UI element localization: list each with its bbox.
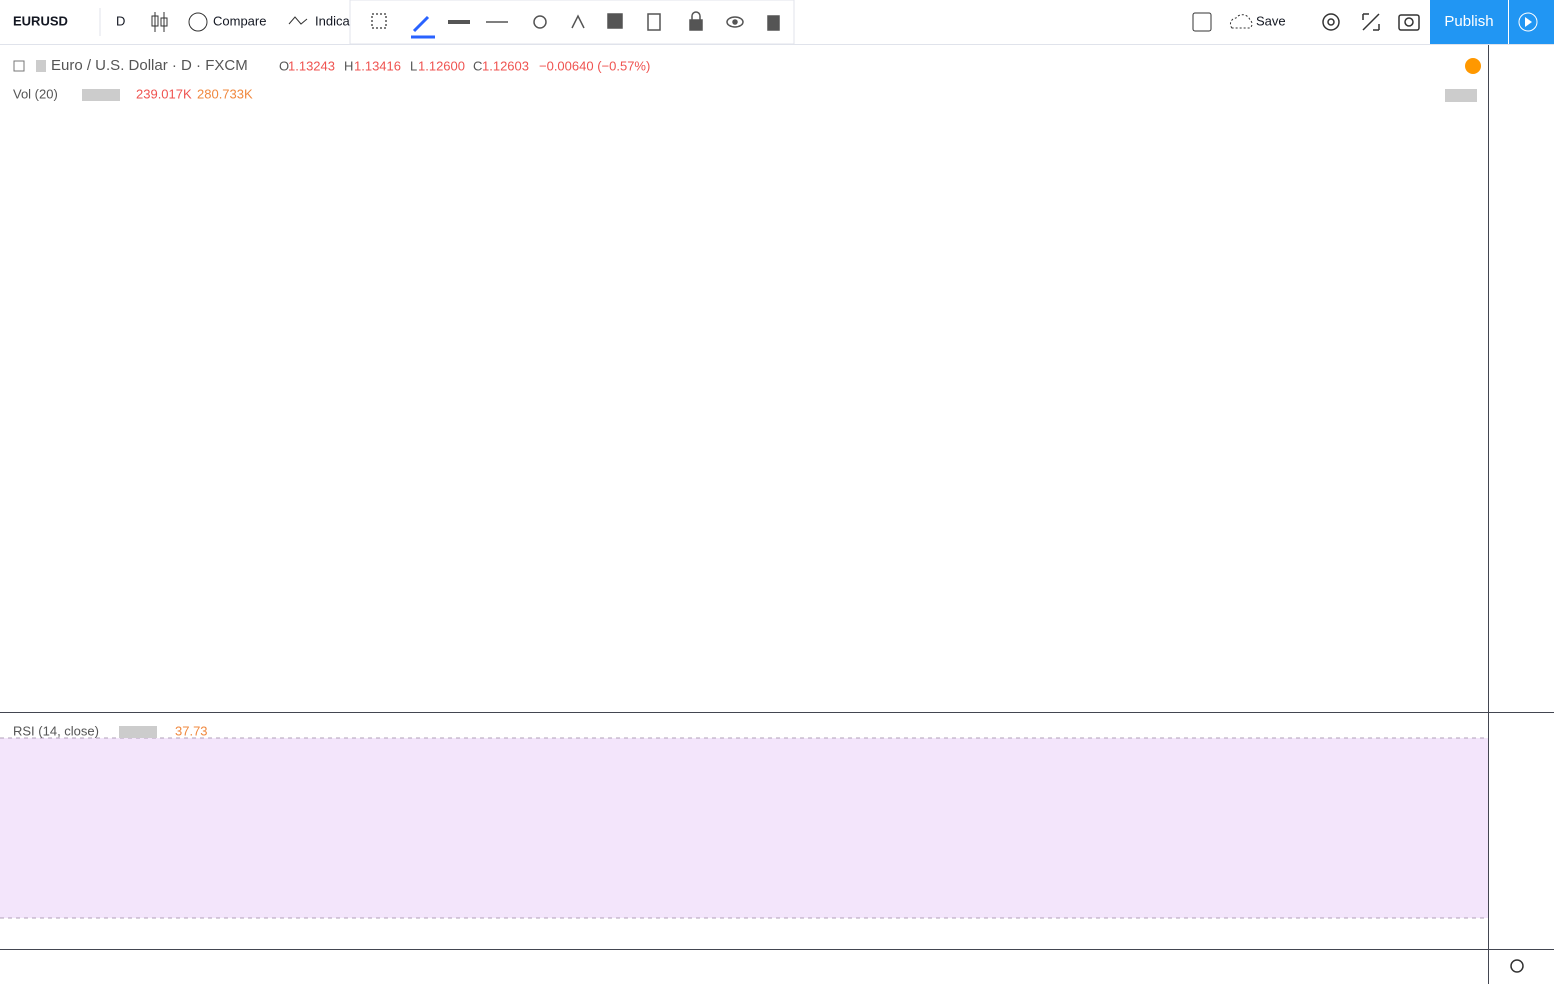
volume-ma: 280.733K [197,86,253,101]
right-tools[interactable] [1322,13,1420,31]
rsi-readout: 37.73 [175,723,208,738]
publish-button[interactable]: Publish [1444,13,1493,30]
layout-button[interactable] [1192,12,1212,32]
compare-button[interactable]: Compare [213,13,266,28]
change-value: −0.00640 (−0.57%) [539,58,650,73]
chart-style-button[interactable] [151,12,168,32]
symbol-icon [36,60,46,72]
play-icon [1518,12,1538,32]
rsi-controls[interactable] [119,726,157,738]
compare-icon [188,12,208,32]
drawing-tools[interactable] [371,11,780,39]
publish-button-bg[interactable] [1430,0,1508,44]
low-label: L [410,58,417,73]
volume-controls[interactable] [82,89,120,101]
low-value: 1.12600 [418,58,465,73]
rsi-band [0,738,1488,918]
high-value: 1.13416 [354,58,401,73]
rsi-name: RSI (14, close) [13,723,99,738]
interval[interactable]: D [116,13,125,28]
play-triangle [1525,17,1532,27]
close-label: C [473,58,482,73]
pane-controls[interactable] [1445,89,1477,102]
legend-title: Euro / U.S. Dollar · D · FXCM [51,57,248,74]
volume-name: Vol (20) [13,86,58,101]
indicators-icon [288,16,308,25]
high-label: H [344,58,353,73]
indicators-button[interactable]: Indica [315,13,350,28]
close-value: 1.12603 [482,58,529,73]
settings-icon[interactable] [1510,959,1524,973]
open-label: O [279,58,289,73]
collapse-button[interactable] [13,60,25,72]
cloud-icon [1229,14,1253,29]
open-value: 1.13243 [288,58,335,73]
symbol[interactable]: EURUSD [13,13,68,28]
alert-icon[interactable] [1465,58,1481,74]
save-button[interactable]: Save [1256,13,1286,28]
volume-readout: 239.017K [136,86,192,101]
